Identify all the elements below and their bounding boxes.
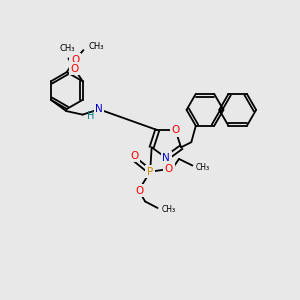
Text: O: O — [130, 151, 138, 161]
Text: O: O — [171, 125, 180, 135]
Text: H: H — [87, 111, 94, 121]
Text: CH₃: CH₃ — [89, 42, 104, 51]
Text: P: P — [147, 167, 153, 177]
Text: CH₃: CH₃ — [59, 44, 75, 53]
Text: O: O — [135, 186, 143, 196]
Text: N: N — [95, 104, 103, 114]
Text: CH₃: CH₃ — [161, 205, 175, 214]
Text: CH₃: CH₃ — [196, 164, 210, 172]
Text: O: O — [71, 55, 79, 64]
Text: N: N — [163, 153, 170, 163]
Text: O: O — [165, 164, 173, 174]
Text: O: O — [70, 64, 79, 74]
